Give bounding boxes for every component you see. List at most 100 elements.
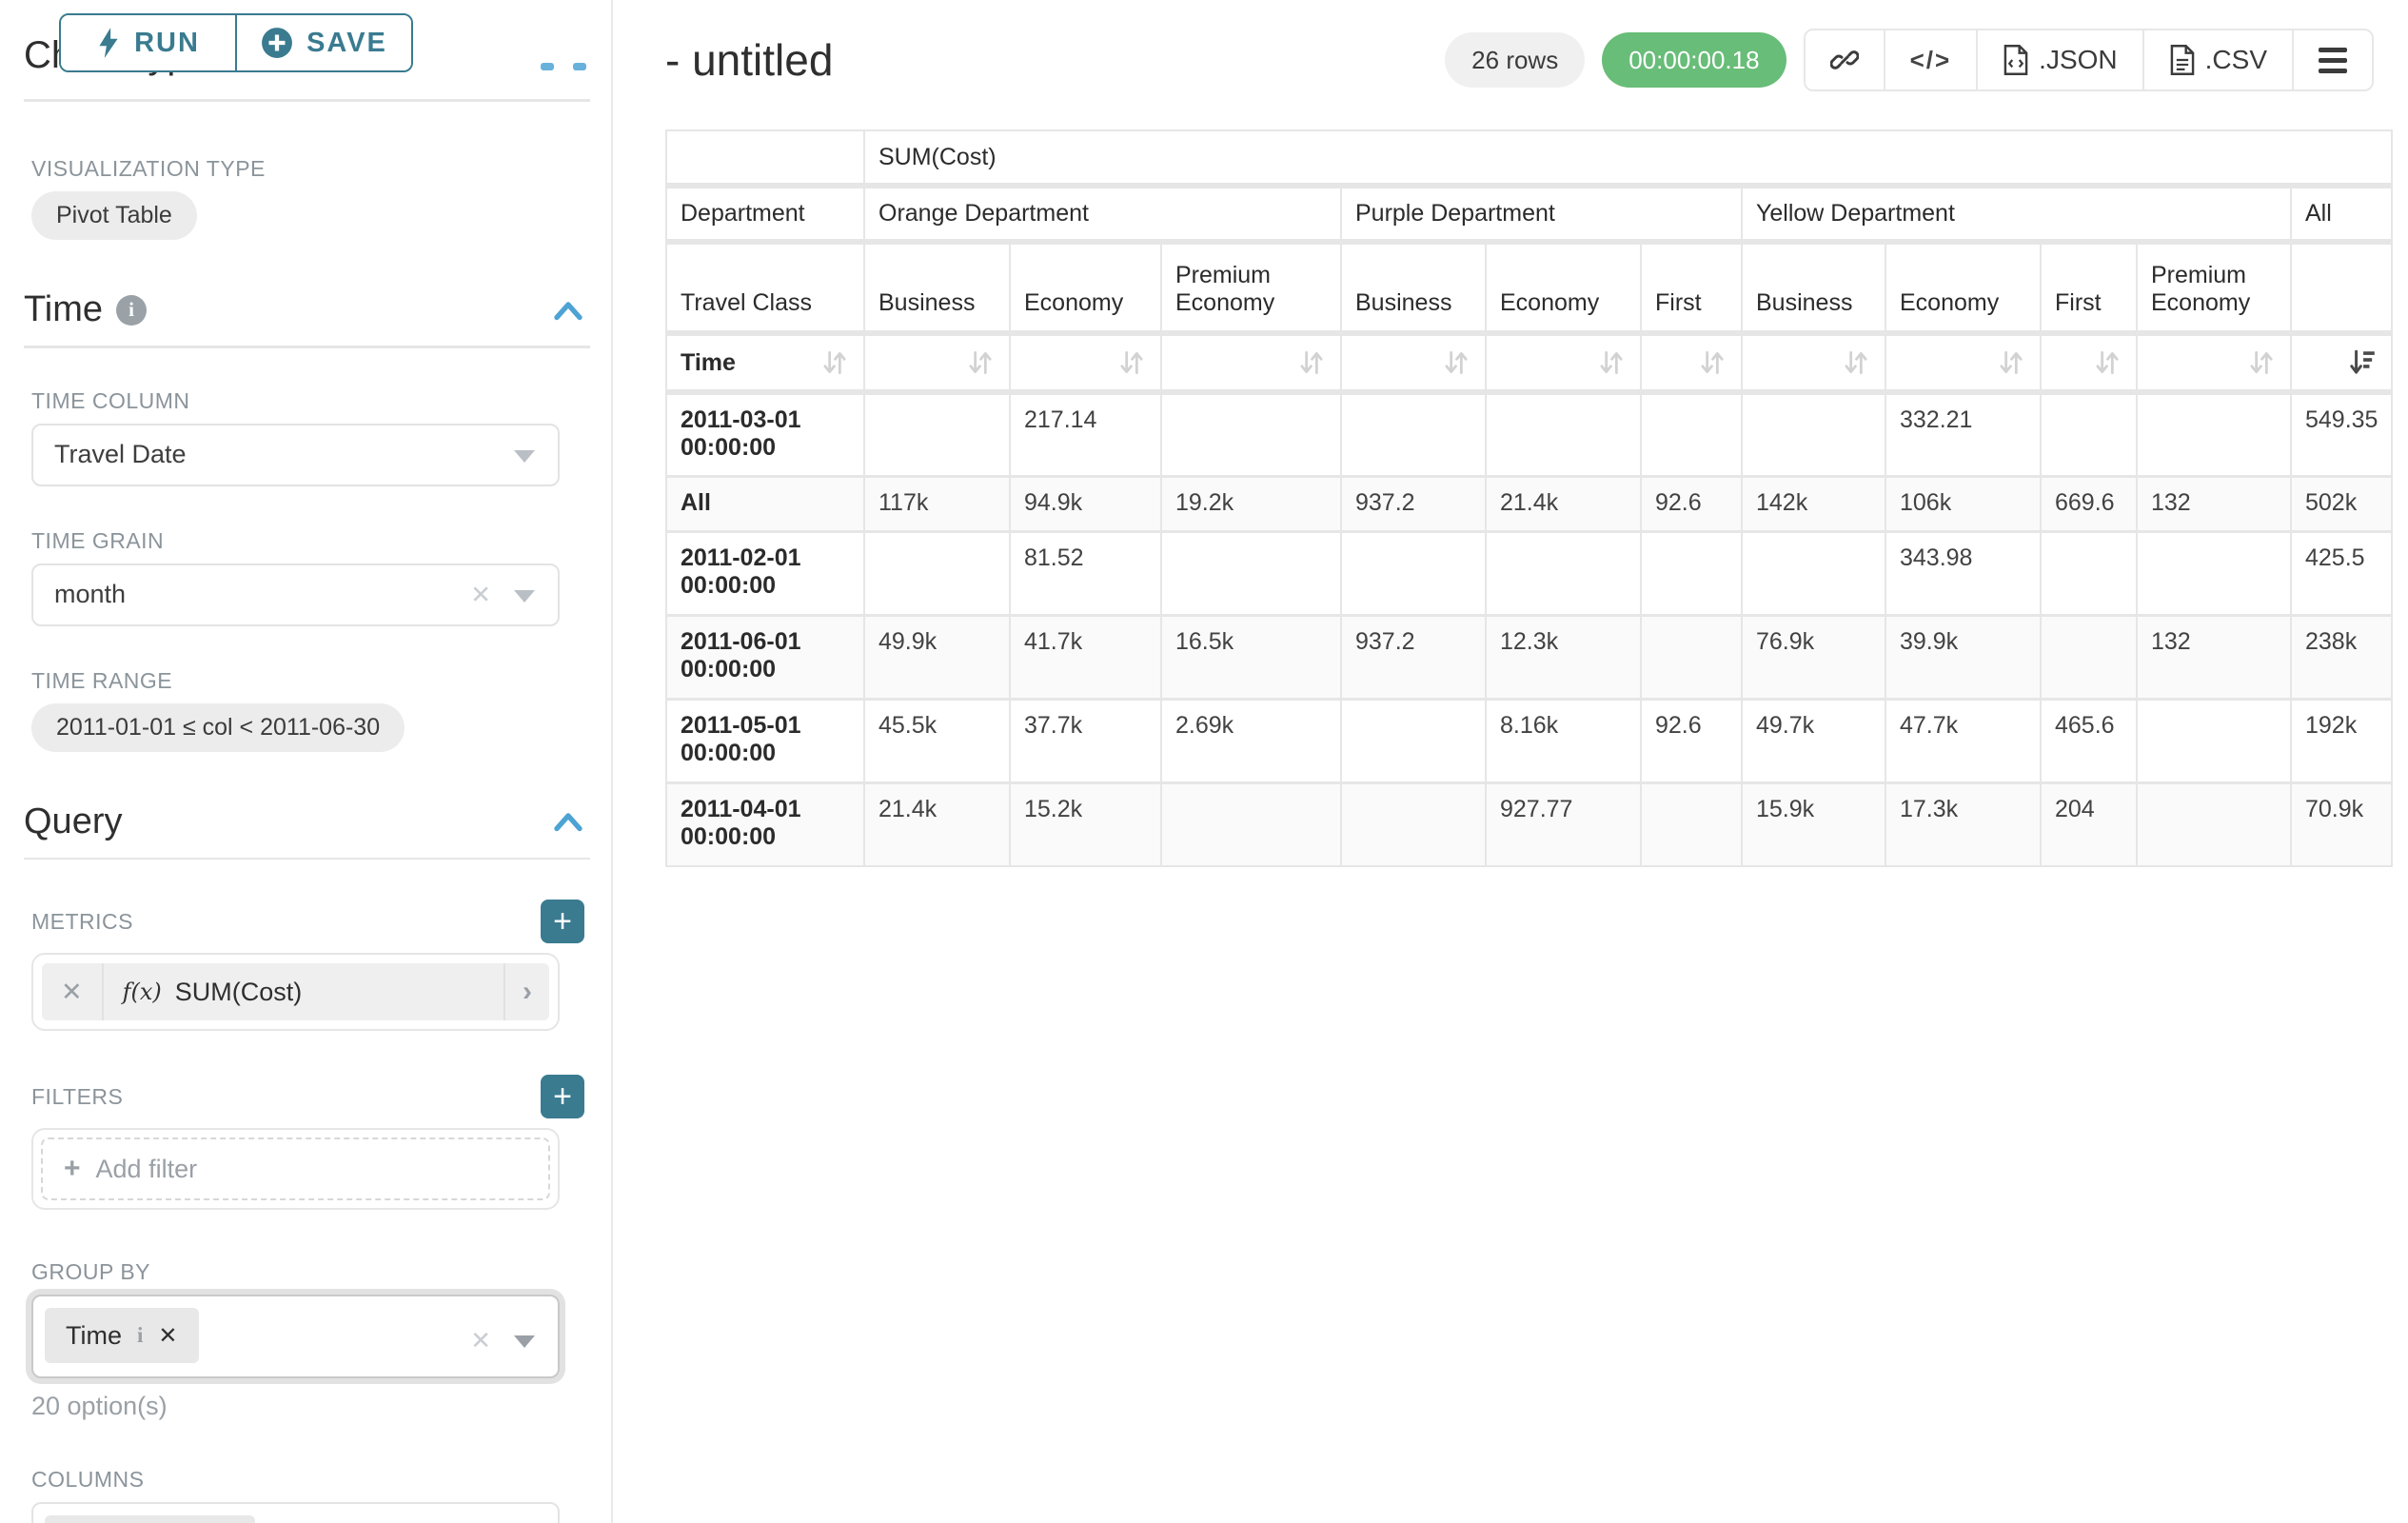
sort-button[interactable] [1161,333,1341,392]
pivot-cell [1341,782,1486,866]
department-group-header: Orange Department [864,186,1341,242]
pivot-cell: 15.2k [1010,782,1161,866]
menu-icon [2319,48,2347,73]
visualization-type-pill[interactable]: Pivot Table [31,191,197,240]
pivot-cell: 21.4k [864,782,1010,866]
chevron-down-icon [514,450,535,463]
export-json-button[interactable]: .JSON [1976,30,2142,89]
sort-button[interactable] [2291,333,2392,392]
time-grain-value: month [54,580,126,609]
time-sort-header[interactable]: Time [666,333,864,392]
pivot-cell: 92.6 [1641,476,1742,531]
pivot-cell: 502k [2291,476,2392,531]
export-csv-label: .CSV [2205,45,2267,75]
pivot-cell: 117k [864,476,1010,531]
chevron-right-icon[interactable]: › [505,976,549,1008]
add-metric-button[interactable]: + [541,900,584,943]
pivot-cell [864,392,1010,476]
group-by-label: GROUP BY [31,1259,611,1285]
chevron-down-icon [514,590,535,603]
embed-code-button[interactable]: </> [1884,30,1977,89]
time-column-select[interactable]: Travel Date [31,424,560,486]
query-duration-badge: 00:00:00.18 [1602,32,1786,88]
run-save-button-group: RUN SAVE [59,13,413,72]
time-range-pill[interactable]: 2011-01-01 ≤ col < 2011-06-30 [31,703,405,752]
query-section-title: Query [24,801,122,842]
department-group-header: Yellow Department [1742,186,2291,242]
columns-label: COLUMNS [31,1467,611,1493]
pivot-cell [1486,531,1641,615]
metric-chip[interactable]: ✕ f(x) SUM(Cost) › [42,963,549,1020]
group-by-select[interactable]: Time i ✕ ✕ [31,1295,560,1378]
pivot-cell: 132 [2137,615,2291,699]
pivot-cell: 238k [2291,615,2392,699]
pivot-cell [2137,782,2291,866]
pivot-cell: 81.52 [1010,531,1161,615]
metric-label: SUM(Cost) [169,978,503,1007]
chevron-up-icon[interactable] [552,299,584,322]
pivot-cell: 21.4k [1486,476,1641,531]
sort-button[interactable] [1010,333,1161,392]
sort-arrows-icon [1996,347,2026,378]
query-section-header: Query [0,801,611,842]
function-icon: f(x) [104,979,169,1005]
columns-chip[interactable]: Department ✕ [45,1515,255,1523]
row-header: All [666,476,864,531]
sort-button[interactable] [1885,333,2041,392]
filters-container: + Add filter [31,1128,560,1210]
csv-export-icon [2169,45,2196,75]
save-button[interactable]: SAVE [235,15,411,70]
sort-button[interactable] [2041,333,2137,392]
sort-arrows-icon [1296,347,1327,378]
pivot-cell: 937.2 [1341,476,1486,531]
group-by-options-count: 20 option(s) [31,1392,611,1421]
sort-arrows-icon [1697,347,1727,378]
sort-button[interactable] [1341,333,1486,392]
pivot-cell: 332.21 [1885,392,2041,476]
pivot-cell: 49.7k [1742,699,1885,782]
export-csv-button[interactable]: .CSV [2142,30,2292,89]
pivot-cell [2137,699,2291,782]
remove-chip-icon[interactable]: ✕ [158,1322,177,1350]
pivot-cell: 2.69k [1161,699,1341,782]
travel-class-header: Business [864,242,1010,333]
run-button[interactable]: RUN [61,15,235,70]
pivot-cell: 45.5k [864,699,1010,782]
add-filter-label: Add filter [96,1155,198,1184]
pivot-cell [1341,699,1486,782]
department-group-header: All [2291,186,2392,242]
pivot-cell [1161,782,1341,866]
chevron-up-icon[interactable] [552,810,584,833]
pivot-cell: 669.6 [2041,476,2137,531]
group-by-chip[interactable]: Time i ✕ [45,1308,199,1363]
metrics-label: METRICS [31,909,133,935]
travel-class-header: Premium Economy [2137,242,2291,333]
add-filter-button[interactable]: + Add filter [41,1137,550,1200]
pivot-table: SUM(Cost)DepartmentOrange DepartmentPurp… [665,129,2393,867]
menu-button[interactable] [2292,30,2372,89]
chart-title[interactable]: - untitled [665,34,833,86]
sort-button[interactable] [1486,333,1641,392]
clear-icon[interactable]: ✕ [470,580,491,609]
pivot-cell: 217.14 [1010,392,1161,476]
time-grain-select[interactable]: month ✕ [31,564,560,626]
remove-metric-icon[interactable]: ✕ [42,978,102,1007]
sort-button[interactable] [864,333,1010,392]
explore-view: Chart Type RUN SAVE VISUALIZATION TYPE P… [0,0,2408,1523]
columns-select[interactable]: Department ✕ Travel Class ✕ ✕ [31,1502,560,1523]
chevron-down-icon [514,1335,535,1348]
sort-button[interactable] [1742,333,1885,392]
sort-arrows-icon [2246,347,2277,378]
link-button[interactable] [1806,30,1884,89]
travel-class-header: Economy [1486,242,1641,333]
divider [24,346,590,348]
filters-label: FILTERS [31,1084,123,1110]
add-filter-plus-button[interactable]: + [541,1075,584,1118]
clear-icon[interactable]: ✕ [470,1326,491,1355]
sort-button[interactable] [2137,333,2291,392]
pivot-cell: 425.5 [2291,531,2392,615]
sort-button[interactable] [1641,333,1742,392]
pivot-cell: 37.7k [1010,699,1161,782]
export-toolbar: </> .JSON [1804,29,2374,91]
sort-desc-icon [2347,347,2378,378]
